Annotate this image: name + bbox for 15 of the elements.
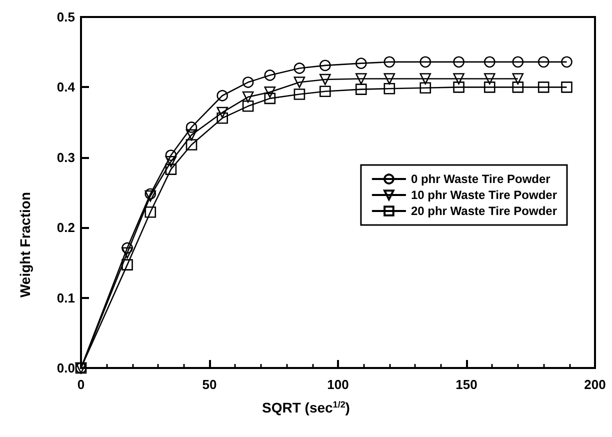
x-tick-label: 200 [584,377,606,392]
x-tick-label: 150 [456,377,478,392]
legend-label: 20 phr Waste Tire Powder [410,204,558,218]
y-tick-label: 0.5 [56,10,75,24]
x-tick-label: 50 [202,377,217,392]
y-tick-label: 0.4 [56,80,76,95]
x-tick-label: 100 [327,377,349,392]
y-tick-label: 0.3 [56,150,75,165]
legend-label: 10 phr Waste Tire Powder [410,188,558,202]
legend-label: 0 phr Waste Tire Powder [410,172,551,186]
y-tick-label: 0.2 [56,220,75,236]
x-tick-label: 0 [77,377,85,392]
y-tick-label: 0.1 [56,290,75,306]
y-tick-label: 0.0 [56,360,75,376]
y-axis-title: Weight Fraction [17,192,33,298]
